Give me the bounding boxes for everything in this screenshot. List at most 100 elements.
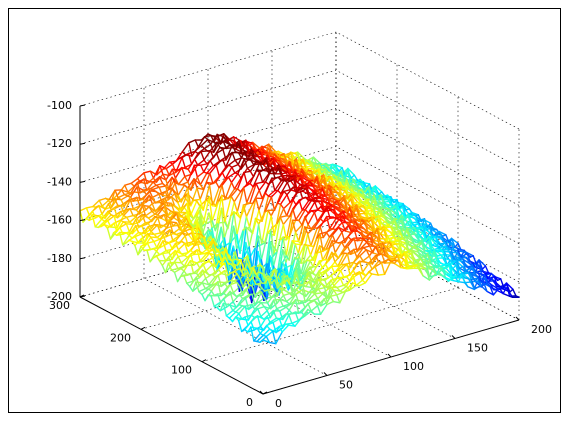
surface-mesh-segment (184, 175, 189, 183)
surface-mesh-segment (432, 259, 438, 269)
surface-mesh-segment (321, 263, 327, 269)
surface-mesh-segment (344, 235, 349, 244)
surface-mesh-segment (243, 171, 248, 185)
surface-mesh-segment (142, 178, 148, 192)
surface-mesh-segment (249, 267, 254, 278)
surface-mesh-segment (113, 207, 119, 219)
surface-mesh-segment (502, 292, 511, 297)
surface-mesh-segment (175, 239, 180, 245)
surface-mesh-segment (236, 186, 245, 213)
surface-mesh-segment (368, 271, 373, 275)
surface-mesh-segment (158, 185, 167, 188)
surface-mesh-segment (132, 205, 141, 210)
surface-mesh-segment (240, 171, 245, 179)
surface-mesh-segment (253, 160, 258, 166)
surface-mesh-segment (197, 227, 203, 234)
surface-mesh-segment (294, 299, 303, 302)
surface-mesh-segment (367, 186, 373, 200)
surface-mesh-segment (199, 163, 208, 166)
surface-mesh-segment (320, 197, 326, 211)
surface-mesh-segment (272, 277, 277, 290)
surface-mesh-segment (273, 153, 278, 158)
surface-mesh-segment (455, 264, 460, 278)
surface-mesh-segment (352, 270, 357, 276)
surface-mesh-segment (135, 218, 140, 228)
surface-mesh-segment (230, 259, 236, 267)
surface-mesh-segment (391, 245, 396, 258)
surface-mesh-segment (375, 243, 381, 253)
surface-mesh-segment (376, 194, 382, 204)
surface-mesh-segment (212, 248, 217, 257)
floor-grid-line-x (207, 259, 392, 358)
surface-mesh-segment (444, 241, 450, 249)
surface-mesh-segment (204, 294, 209, 302)
surface-mesh-segment (187, 241, 193, 247)
surface-mesh-segment (500, 278, 505, 289)
surface-mesh-segment (456, 256, 461, 261)
surface-mesh-segment (252, 197, 257, 205)
surface-mesh-segment (375, 208, 381, 217)
surface-mesh-segment (167, 187, 173, 198)
surface-mesh-segment (325, 184, 330, 194)
surface-mesh-segment (305, 187, 310, 198)
surface-mesh-segment (131, 225, 137, 235)
surface-mesh-segment (345, 285, 351, 291)
surface-mesh-segment (153, 232, 162, 235)
surface-mesh-segment (198, 287, 207, 293)
surface-mesh-segment (390, 196, 395, 204)
surface-mesh-segment (412, 264, 418, 269)
surface-mesh-segment (348, 219, 353, 231)
surface-mesh-segment (164, 197, 169, 207)
surface-mesh-segment (289, 208, 294, 217)
surface-mesh-segment (162, 234, 168, 245)
surface-mesh-segment (171, 168, 180, 171)
surface-mesh-segment (204, 277, 210, 286)
surface-mesh-segment (405, 230, 411, 238)
surface-mesh-segment (239, 285, 244, 296)
surface-mesh-segment (268, 167, 273, 175)
surface-mesh-segment (222, 148, 227, 161)
surface-mesh-segment (254, 235, 260, 249)
surface-mesh-segment (273, 202, 279, 211)
surface-mesh-segment (174, 261, 179, 270)
surface-mesh-segment (245, 139, 250, 154)
surface-mesh-segment (267, 147, 273, 157)
surface-mesh-segment (272, 318, 281, 324)
surface-mesh-segment (116, 226, 121, 232)
surface-mesh-segment (284, 166, 290, 173)
surface-mesh-segment (104, 210, 109, 219)
surface-mesh-segment (354, 225, 359, 233)
surface-mesh-segment (259, 325, 265, 331)
surface-mesh-segment (363, 198, 368, 205)
surface-mesh-segment (207, 236, 212, 242)
surface-mesh-segment (338, 218, 343, 224)
surface-mesh-segment (370, 219, 376, 233)
surface-mesh-segment (307, 223, 312, 230)
surface-mesh-segment (165, 229, 171, 238)
surface-mesh-segment (312, 185, 317, 193)
surface-mesh-segment (260, 148, 266, 154)
surface-mesh-segment (477, 272, 483, 283)
surface-mesh-segment (331, 170, 336, 175)
y-tick-label: 200 (110, 331, 131, 344)
surface-mesh-segment (390, 217, 396, 224)
surface-mesh-segment (448, 273, 453, 282)
surface-mesh-segment (410, 222, 416, 227)
surface-mesh-segment (336, 294, 341, 304)
surface-mesh-segment (356, 178, 361, 184)
surface-mesh-segment (328, 187, 333, 196)
surface-mesh-segment (122, 207, 131, 217)
surface-mesh-segment (286, 181, 292, 191)
surface-mesh-segment (317, 205, 322, 211)
surface-mesh-segment (484, 272, 489, 280)
surface-mesh-segment (279, 306, 287, 312)
surface-mesh-segment (353, 237, 358, 253)
surface-mesh-segment (252, 171, 261, 188)
surface-mesh-segment (425, 267, 431, 281)
surface-mesh-segment (432, 268, 437, 275)
surface-mesh-segment (158, 176, 164, 185)
surface-mesh-segment (422, 232, 427, 242)
surface-mesh-segment (340, 241, 346, 249)
surface-mesh-segment (384, 249, 390, 257)
surface-mesh-segment (196, 187, 201, 201)
